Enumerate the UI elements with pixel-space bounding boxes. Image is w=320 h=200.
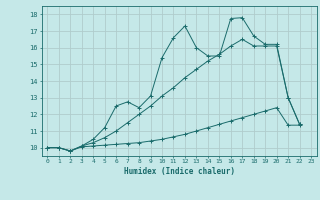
X-axis label: Humidex (Indice chaleur): Humidex (Indice chaleur) [124, 167, 235, 176]
